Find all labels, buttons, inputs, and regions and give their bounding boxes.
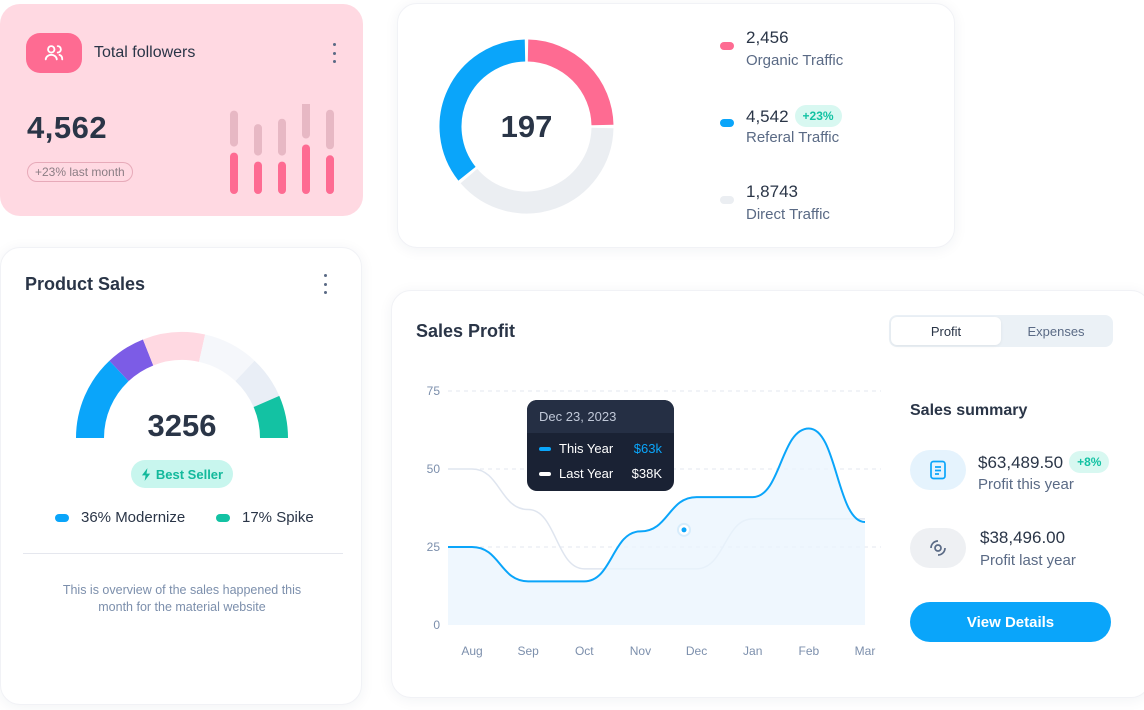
profit-this-year-amount: $63,489.50 [978,453,1064,472]
document-icon [910,450,966,490]
users-icon [26,33,82,73]
legend-label: Organic Traffic [746,52,844,69]
product-sales-card: Product Sales 3256 Best Seller 36% Moder… [0,247,362,705]
legend-value: 4,542 [746,107,789,126]
legend-dot [720,196,734,204]
target-icon [910,528,966,568]
gauge-segment [109,339,154,382]
x-tick-label: Jan [743,644,762,658]
profit-last-year-value: $38,496.00 [980,528,1066,547]
legend-label: 17% Spike [242,509,314,526]
referal-growth-badge: +23% [794,105,842,127]
x-tick-label: Feb [799,644,820,658]
legend-value: 2,456 [746,28,789,47]
tooltip-date: Dec 23, 2023 [527,400,674,433]
followers-growth-badge: +23% last month [27,162,133,182]
followers-bar-chart [230,104,334,194]
legend-label: Direct Traffic [746,206,830,223]
tooltip-value: $63k [633,441,662,456]
follower-bar-background [302,104,310,139]
follower-bar [254,161,262,194]
gauge-segment [235,360,280,408]
product-sales-gauge [76,332,288,439]
profit-last-year-label: Profit last year [980,552,1076,569]
profit-expenses-toggle: Profit Expenses [889,315,1113,347]
tooltip-swatch [539,471,551,476]
lightning-icon [141,467,151,481]
traffic-card: 197 2,456 Organic Traffic 4,542 +23% Refe… [397,3,955,248]
product-sales-value: 3256 [147,408,217,443]
follower-bar [326,155,334,194]
profit-this-year-value: $63,489.50 +8% [978,451,1110,473]
x-tick-label: Mar [855,644,876,658]
profit-this-year-label: Profit this year [978,476,1074,493]
tooltip-row-this-year: This Year [539,441,613,456]
tooltip-row-last-year: Last Year [539,466,613,481]
traffic-total: 197 [500,108,553,144]
legend-value-wrap: 4,542 +23% [746,105,842,127]
traffic-donut-chart [439,39,614,214]
sales-profit-chart: 0 25 50 75 Aug Sep Oct Nov Dec Jan Feb Mar [427,384,881,658]
follower-bar [302,144,310,194]
y-tick-label: 25 [427,540,441,554]
tooltip-swatch [539,446,551,451]
legend-modernize: 36% Modernize [55,509,185,526]
x-tick-label: Nov [630,644,651,658]
tooltip-label: This Year [559,441,614,456]
follower-bar-background [278,118,286,156]
follower-bar-background [326,109,334,150]
y-tick-label: 0 [433,618,440,632]
legend-dot [55,513,69,522]
tab-expenses[interactable]: Expenses [1027,323,1085,339]
legend-dot [720,42,734,50]
x-tick-label: Sep [517,644,539,658]
sales-summary-title: Sales summary [910,402,1028,419]
followers-more-icon[interactable] [330,43,338,63]
profit-growth-badge: +8% [1069,451,1110,473]
traffic-donut-segment [439,39,526,181]
follower-bar [230,152,238,194]
gauge-segment [253,395,288,439]
gauge-segment [142,332,206,366]
product-sales-description: This is overview of the sales happened t… [62,583,302,614]
follower-bar-background [254,124,262,156]
hover-marker-dot [681,527,687,533]
y-tick-label: 50 [427,462,441,476]
x-tick-label: Oct [575,644,594,658]
x-tick-label: Dec [686,644,707,658]
legend-spike: 17% Spike [216,509,314,526]
follower-bar-background [230,110,238,147]
tooltip-label: Last Year [559,466,614,481]
legend-dot [216,513,230,522]
traffic-donut-segment [527,39,614,126]
legend-value: 1,8743 [746,182,798,201]
tooltip-value: $38K [631,466,662,481]
product-sales-title: Product Sales [25,274,146,294]
divider [23,553,343,554]
legend-dot [720,119,734,127]
gauge-segment [76,360,129,439]
traffic-donut-segment [460,127,614,214]
gauge-segment [198,334,255,382]
follower-bar [278,161,286,194]
followers-value: 4,562 [27,110,108,145]
best-seller-label: Best Seller [155,466,224,482]
best-seller-badge: Best Seller [131,460,233,488]
sales-profit-title: Sales Profit [416,321,516,341]
sales-profit-card: Sales Profit Profit Expenses 0 25 50 75 Aug S… [391,290,1144,698]
followers-title: Total followers [94,44,196,61]
series-line-this-year [448,427,866,583]
total-followers-card: Total followers 4,562 +23% last month [0,4,363,216]
tab-profit[interactable]: Profit [891,317,1001,345]
view-details-button[interactable]: View Details [910,602,1111,642]
x-tick-label: Aug [461,644,482,658]
chart-tooltip: Dec 23, 2023 This Year $63k Last Year $3… [527,400,674,491]
product-sales-more-icon[interactable] [321,274,329,294]
legend-label: 36% Modernize [81,509,186,526]
y-tick-label: 75 [427,384,441,398]
legend-label: Referal Traffic [746,129,840,146]
